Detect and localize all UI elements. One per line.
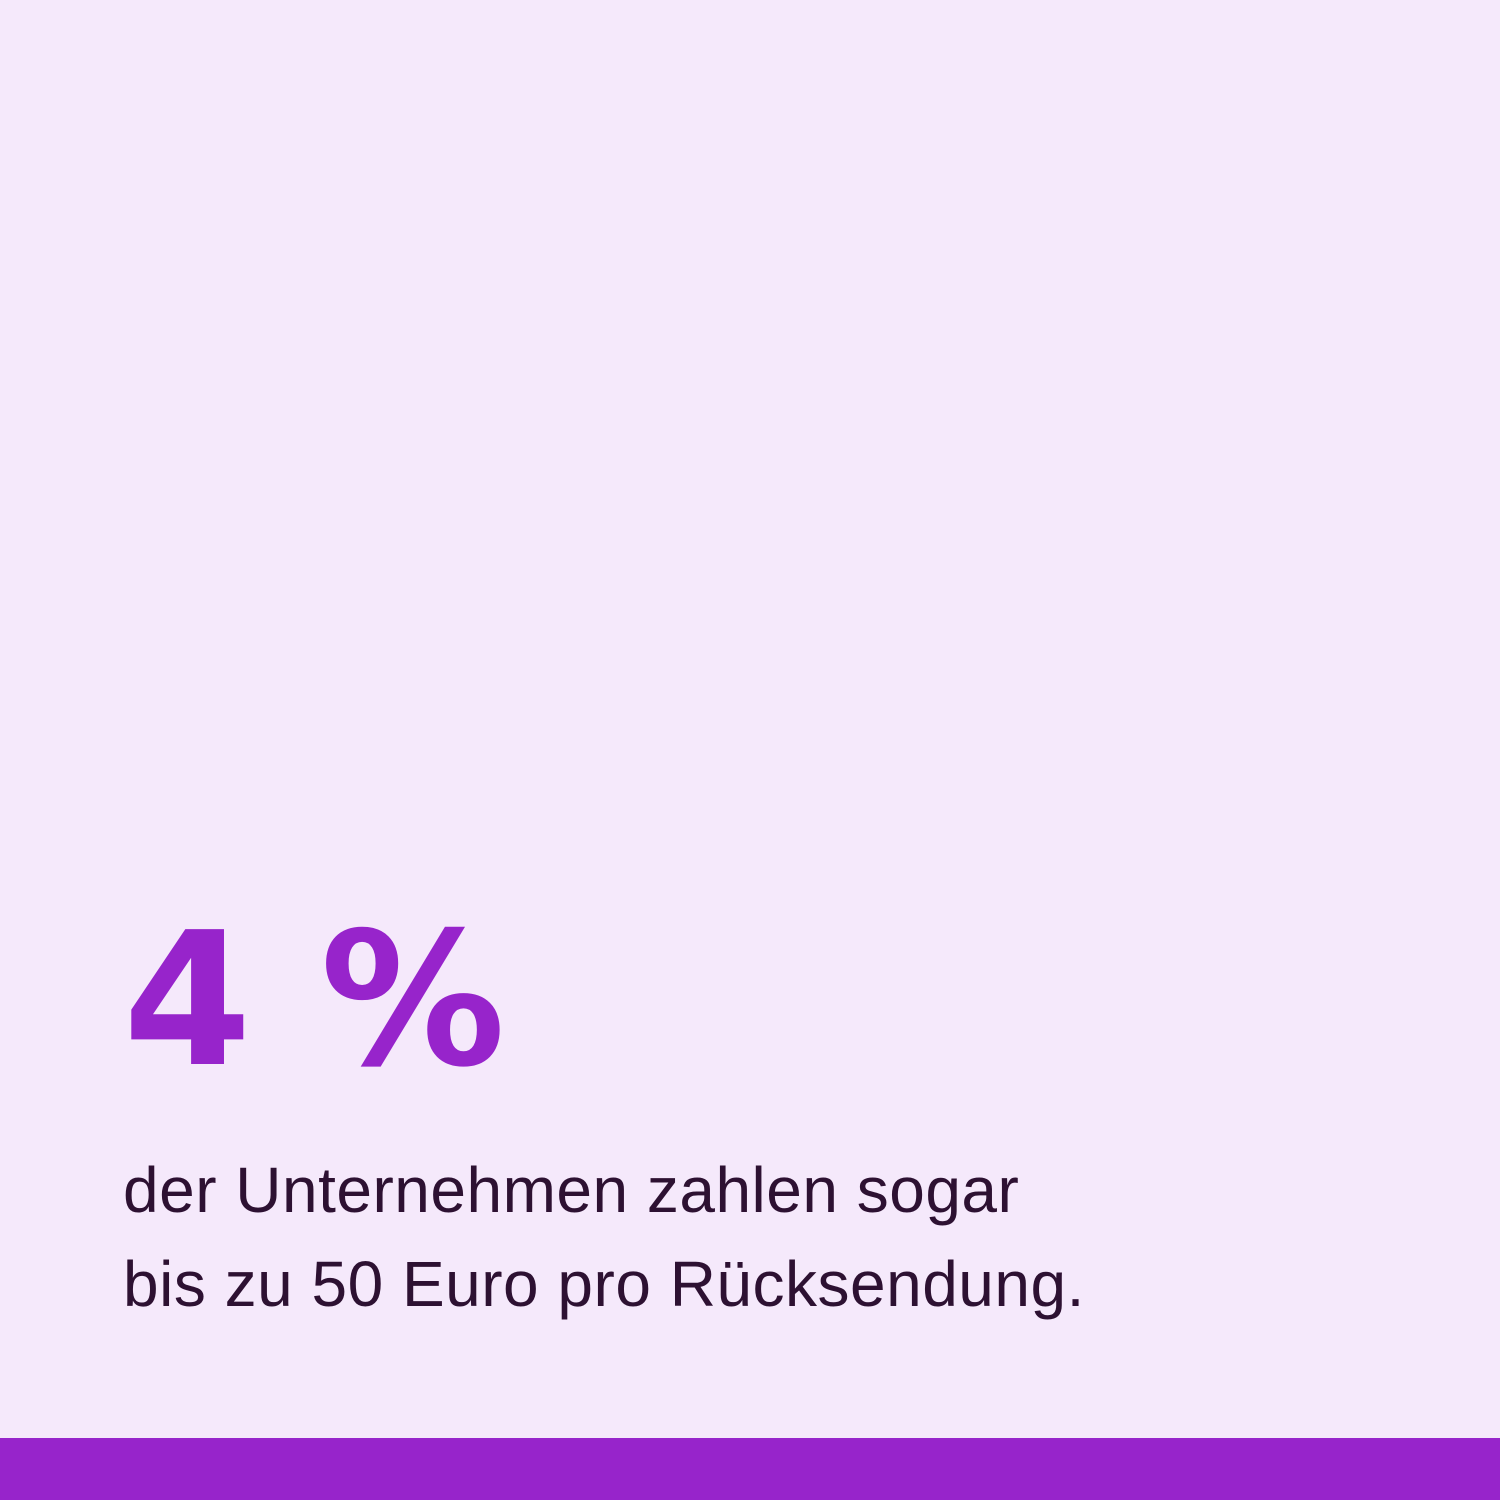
stat-value: 4 % (123, 892, 508, 1108)
description-line-2: bis zu 50 Euro pro Rücksendung. (123, 1248, 1085, 1320)
stat-description: der Unternehmen zahlen sogar bis zu 50 E… (123, 1143, 1423, 1331)
stat-block: 4 % der Unternehmen zahlen sogar bis zu … (123, 905, 1423, 1331)
bottom-accent-bar (0, 1438, 1500, 1500)
description-line-1: der Unternehmen zahlen sogar (123, 1154, 1020, 1226)
